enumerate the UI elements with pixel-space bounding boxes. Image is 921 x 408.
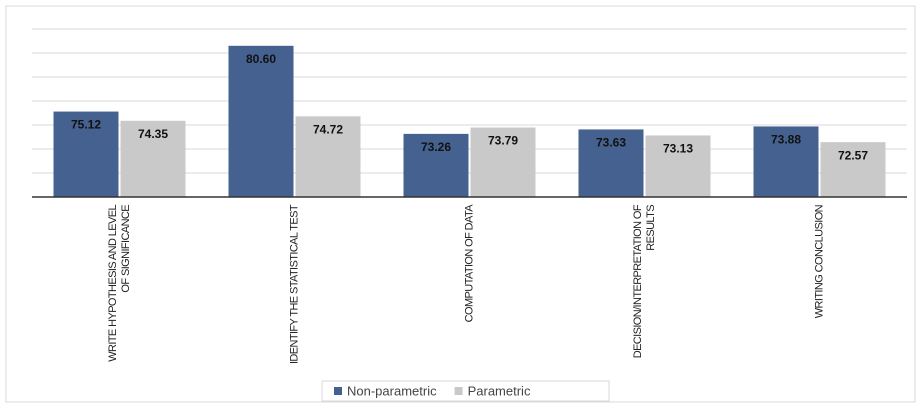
chart-frame: [5, 5, 916, 403]
x-tick-label: WRITING CONCLUSION: [813, 205, 825, 319]
bar: [120, 120, 186, 197]
legend-swatch: [334, 387, 342, 395]
value-label: 73.26: [421, 140, 451, 154]
bar: [228, 45, 294, 197]
value-label: 80.60: [246, 52, 276, 66]
legend-label: Non-parametric: [347, 383, 437, 398]
x-tick-label: IDENTIFY THE STATISTICAL TEST: [288, 205, 300, 365]
value-label: 74.72: [313, 123, 343, 137]
value-label: 73.88: [771, 133, 801, 147]
value-label: 75.12: [71, 118, 101, 132]
legend-swatch: [454, 387, 463, 395]
bar: [578, 129, 644, 197]
bar: [470, 127, 536, 197]
bar: [403, 133, 469, 197]
x-tick-label: WRITE HYPOTHESIS AND LEVEL OF SIGNIFICAN…: [106, 205, 132, 362]
bar: [645, 135, 711, 197]
bar: [820, 142, 886, 197]
legend-label: Parametric: [468, 383, 531, 398]
x-tick-label: DECISION/INTERPRETATION OF RESULTS: [631, 205, 657, 359]
value-label: 73.79: [488, 134, 518, 148]
x-tick-label: COMPUTATION OF DATA: [463, 205, 475, 323]
bar: [753, 126, 819, 197]
bar: [295, 116, 361, 197]
value-label: 73.13: [663, 142, 693, 156]
value-label: 74.35: [138, 127, 168, 141]
value-label: 73.63: [596, 136, 626, 150]
value-label: 72.57: [838, 148, 868, 162]
legend-box: [321, 380, 610, 402]
bar: [53, 111, 119, 197]
